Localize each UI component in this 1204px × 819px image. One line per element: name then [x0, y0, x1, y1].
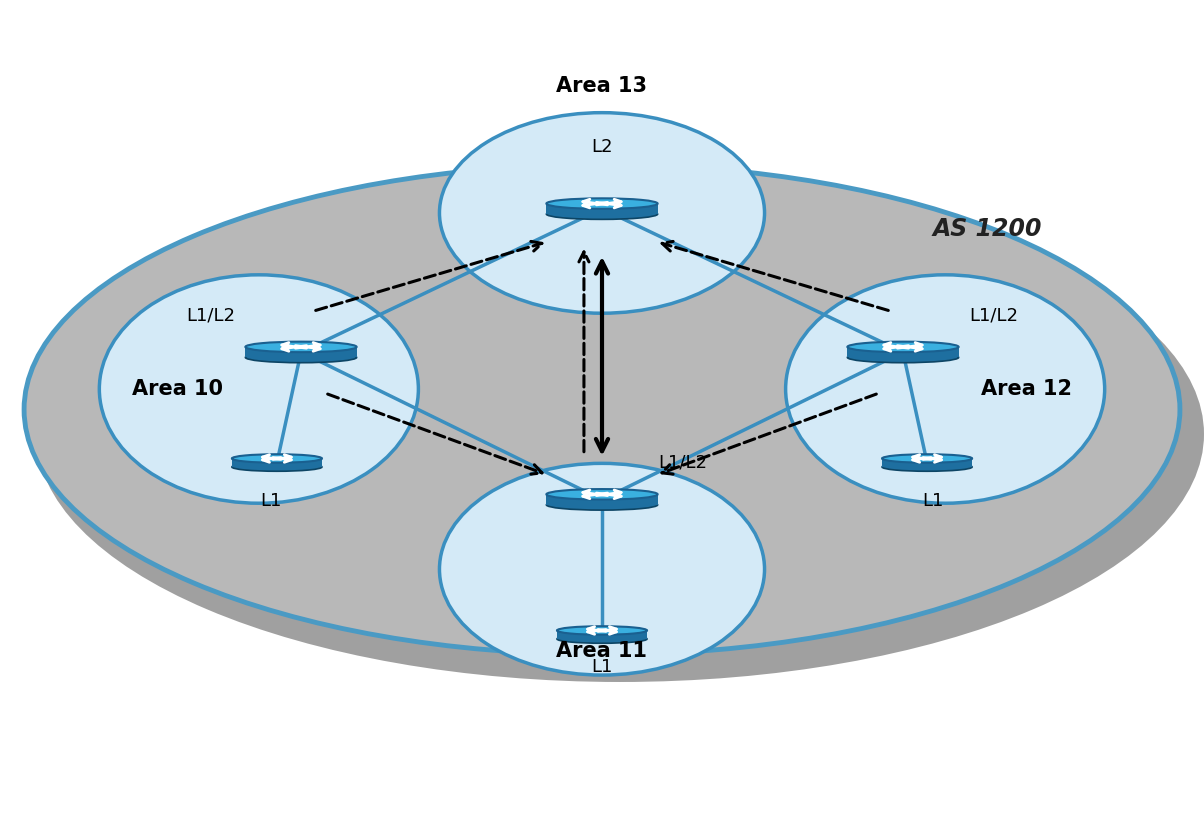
Ellipse shape [848, 352, 958, 363]
Text: L1: L1 [922, 492, 944, 510]
Ellipse shape [100, 275, 419, 503]
Ellipse shape [439, 464, 765, 675]
Polygon shape [557, 631, 647, 639]
Text: L2: L2 [591, 138, 613, 156]
Ellipse shape [246, 352, 356, 363]
Text: Area 11: Area 11 [556, 641, 648, 661]
Text: Area 12: Area 12 [980, 379, 1072, 399]
Ellipse shape [36, 186, 1204, 682]
Polygon shape [848, 347, 958, 357]
Text: L1/L2: L1/L2 [187, 306, 235, 324]
Ellipse shape [883, 455, 972, 463]
Ellipse shape [547, 489, 657, 500]
Ellipse shape [786, 275, 1105, 503]
Ellipse shape [557, 627, 647, 635]
Ellipse shape [883, 463, 972, 471]
Polygon shape [883, 459, 972, 467]
Ellipse shape [232, 463, 321, 471]
Text: Area 13: Area 13 [556, 76, 648, 96]
Ellipse shape [24, 165, 1180, 654]
Text: Area 10: Area 10 [132, 379, 224, 399]
Ellipse shape [246, 342, 356, 352]
Polygon shape [246, 347, 356, 357]
Ellipse shape [848, 342, 958, 352]
Ellipse shape [547, 209, 657, 219]
Ellipse shape [232, 455, 321, 463]
Polygon shape [547, 204, 657, 214]
Polygon shape [547, 495, 657, 505]
Text: AS 1200: AS 1200 [933, 217, 1041, 242]
Ellipse shape [547, 198, 657, 209]
Ellipse shape [557, 635, 647, 643]
Text: L1/L2: L1/L2 [969, 306, 1017, 324]
Ellipse shape [439, 113, 765, 313]
Text: L1: L1 [591, 658, 613, 676]
Text: L1/L2: L1/L2 [659, 454, 707, 472]
Text: L1: L1 [260, 492, 282, 510]
Ellipse shape [547, 500, 657, 510]
Polygon shape [232, 459, 321, 467]
